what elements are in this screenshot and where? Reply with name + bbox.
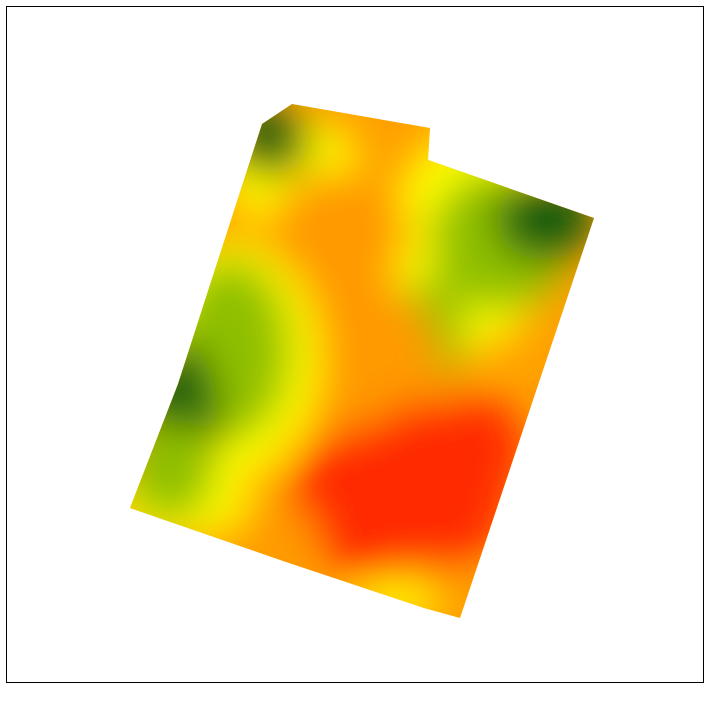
surface-zone-high_mid (240, 505, 320, 575)
surface-zone-high (380, 400, 460, 480)
surface-zone-low (230, 105, 310, 175)
surface-zone-low_mid (130, 420, 215, 520)
heatmap-surface (130, 104, 594, 618)
surface-zone-high_mid (320, 290, 440, 430)
surface-zone-high_mid (270, 170, 410, 290)
surface-zone-mid (350, 582, 440, 618)
surface-zone-low (495, 180, 594, 260)
